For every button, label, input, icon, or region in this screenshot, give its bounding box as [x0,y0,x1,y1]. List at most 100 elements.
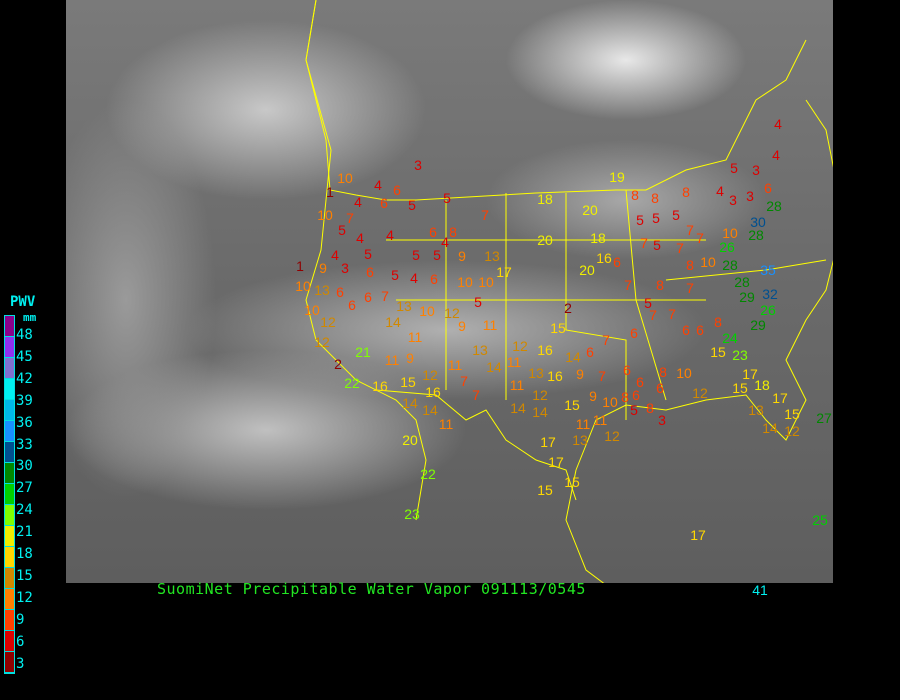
gulf-coast [575,99,833,471]
station-pwv-value: 4 [410,270,418,286]
station-pwv-value: 6 [636,374,644,390]
legend-swatch [5,421,14,442]
station-pwv-value: 14 [422,402,438,418]
us-mexico-border [375,389,577,501]
station-pwv-value: 6 [348,297,356,313]
station-pwv-value: 8 [714,314,722,330]
station-pwv-value: 18 [754,377,770,393]
station-pwv-value: 17 [690,527,706,543]
station-pwv-value: 10 [478,274,494,290]
station-pwv-value: 7 [686,222,694,238]
station-pwv-value: 13 [396,298,412,314]
station-pwv-value: 5 [652,210,660,226]
station-pwv-value: 6 [613,254,621,270]
station-pwv-value: 7 [346,210,354,226]
legend-label: 12 [16,589,33,606]
station-pwv-value: 5 [653,237,661,253]
station-pwv-value: 6 [429,224,437,240]
station-pwv-value: 24 [722,330,738,346]
station-pwv-value: 18 [590,230,606,246]
legend-swatch [5,358,14,379]
station-pwv-value: 6 [623,362,631,378]
station-pwv-value: 4 [441,234,449,250]
map-caption: SuomiNet Precipitable Water Vapor 091113… [157,580,586,598]
station-pwv-value: 13 [484,248,500,264]
legend-swatch [5,568,14,589]
station-pwv-value: 11 [447,357,463,373]
station-pwv-value: 3 [658,412,666,428]
station-pwv-value: 12 [692,385,708,401]
legend-label: 18 [16,546,33,562]
legend-swatch [5,652,14,673]
station-pwv-value: 2 [334,356,342,372]
station-pwv-value: 16 [547,368,563,384]
legend-label: 48 [16,327,33,343]
station-pwv-value: 14 [532,404,548,420]
station-pwv-value: 9 [458,248,466,264]
station-pwv-value: 23 [732,347,748,363]
station-pwv-value: 3 [752,162,760,178]
state-line [625,189,667,401]
station-pwv-value: 4 [331,247,339,263]
station-pwv-value: 4 [356,230,364,246]
legend-label: 3 [16,655,25,672]
station-pwv-value: 10 [676,365,692,381]
station-pwv-value: 5 [412,247,420,263]
station-pwv-value: 20 [402,432,418,448]
station-pwv-value: 14 [510,400,526,416]
station-pwv-value: 12 [784,423,800,439]
station-pwv-value: 22 [420,466,436,482]
legend-swatch [5,316,14,337]
station-pwv-value: 7 [649,307,657,323]
station-pwv-value: 5 [364,246,372,262]
station-pwv-value: 25 [812,512,828,528]
station-pwv-value: 10 [295,278,311,294]
station-pwv-value: 10 [722,225,738,241]
legend-swatch [5,442,14,463]
station-pwv-value: 16 [537,342,553,358]
station-pwv-value: 5 [644,295,652,311]
station-pwv-value: 29 [739,289,755,305]
station-pwv-value: 10 [317,207,333,223]
station-pwv-value: 9 [589,388,597,404]
station-pwv-value: 12 [320,314,336,330]
station-pwv-value: 12 [444,305,460,321]
station-pwv-value: 12 [314,334,330,350]
station-pwv-value: 8 [659,364,667,380]
station-pwv-value: 20 [537,232,553,248]
station-pwv-value: 14 [762,420,778,436]
legend-swatch [5,484,14,505]
station-pwv-value: 7 [481,207,489,223]
station-pwv-value: 10 [337,170,353,186]
mexico-coast [565,469,605,583]
station-pwv-value: 6 [764,180,772,196]
station-pwv-value: 3 [414,157,422,173]
station-pwv-value: 10 [304,302,320,318]
station-pwv-value: 9 [576,366,584,382]
legend-swatch [5,505,14,526]
station-pwv-value: 30 [750,214,766,230]
station-pwv-value: 13 [314,282,330,298]
station-pwv-value: 11 [407,329,423,345]
legend-label: 30 [16,458,33,475]
station-pwv-value: 11 [592,412,608,428]
station-pwv-value: 29 [750,317,766,333]
station-pwv-value: 6 [586,344,594,360]
station-pwv-value: 26 [719,239,735,255]
station-pwv-value: 5 [630,402,638,418]
station-pwv-value: 7 [602,332,610,348]
color-legend [4,315,15,674]
station-pwv-value: 8 [682,184,690,200]
station-pwv-value: 14 [486,359,502,375]
station-pwv-value: 5 [730,160,738,176]
station-pwv-value: 22 [344,375,360,391]
station-pwv-value: 7 [624,277,632,293]
station-pwv-value: 8 [621,389,629,405]
station-pwv-value: 10 [700,254,716,270]
station-pwv-value: 5 [408,197,416,213]
station-pwv-value: 16 [596,250,612,266]
station-pwv-value: 5 [433,247,441,263]
legend-swatch [5,610,14,631]
legend-swatch [5,337,14,358]
station-pwv-value: 7 [668,306,676,322]
